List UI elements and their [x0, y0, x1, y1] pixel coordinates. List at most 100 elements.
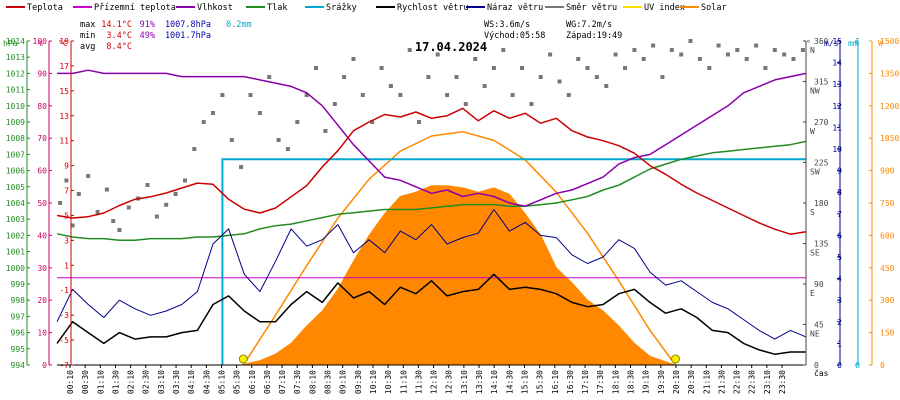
wind-direction-point: [126, 205, 131, 210]
direction-tick-label: 315: [814, 78, 829, 87]
wind-direction-point: [772, 48, 777, 52]
wind-direction-point: [370, 120, 375, 124]
temperature-tick-label: 17: [59, 62, 69, 71]
wind-direction-point: [445, 93, 450, 97]
wind-direction-point: [211, 111, 215, 115]
time-tick-label: 01:10: [96, 370, 105, 394]
wind-direction-point: [557, 79, 562, 84]
time-tick-label: 06:10: [248, 370, 257, 394]
precipitation-line: [221, 158, 806, 365]
time-tick-label: 04:10: [187, 370, 196, 394]
wind-direction-point: [623, 66, 627, 70]
wind-direction-point: [613, 52, 618, 57]
wind-direction-point: [417, 120, 421, 124]
pressure-tick-label: 998: [11, 296, 26, 305]
wind-direction-point: [782, 52, 787, 57]
stat-pressure: 1001.7hPa: [165, 31, 211, 41]
wind-direction-point: [117, 228, 122, 232]
wind-direction-point: [744, 57, 749, 61]
legend-label: Vlhkost: [197, 3, 233, 13]
direction-compass-label: N: [810, 46, 815, 55]
wind-direction-point: [70, 223, 75, 228]
solar-tick-label: 0: [880, 361, 885, 370]
legend-label: Náraz větru: [487, 3, 543, 13]
wind-direction-point: [201, 120, 206, 124]
time-tick-label: 07:30: [293, 370, 302, 394]
solar-tick-label: 1500: [880, 37, 899, 46]
pressure-tick-label: 1010: [6, 102, 25, 111]
stats-block: max 14.1°C 91% 1007.8hPa 0.2mm min 3.4°C 49% 100…: [80, 20, 252, 52]
time-tick-label: 06:30: [263, 370, 272, 394]
wind-direction-point: [435, 52, 440, 57]
time-tick-label: 07:10: [278, 370, 287, 394]
humidity-tick-label: 0: [42, 361, 47, 370]
solar-tick-label: 1200: [880, 102, 899, 111]
humidity-tick-label: 100: [33, 37, 48, 46]
wind-direction-point: [342, 75, 347, 79]
wind-direction-point: [594, 75, 599, 79]
rain-tick-label: 0: [855, 361, 860, 370]
wind-direction-point: [491, 66, 496, 70]
wind-direction-point: [192, 147, 197, 151]
time-tick-label: 15:10: [521, 370, 530, 394]
wind-tick-label: 1: [837, 339, 842, 348]
legend-label: Solar: [701, 3, 727, 13]
time-tick-label: 16:10: [551, 370, 560, 394]
legend-label: Tlak: [267, 3, 287, 13]
humidity-tick-label: 30: [37, 264, 47, 273]
time-tick-label: 04:30: [202, 370, 211, 394]
direction-tick-label: 270: [814, 118, 829, 127]
time-tick-label: 02:10: [127, 370, 136, 394]
time-tick-label: 17:10: [581, 370, 590, 394]
direction-compass-label: S: [810, 208, 815, 217]
temperature-tick-label: 9: [64, 162, 69, 171]
humidity-tick-label: 50: [37, 199, 47, 208]
time-tick-label: 23:30: [778, 370, 787, 394]
wind-direction-point: [482, 84, 487, 88]
time-tick-label: 19:30: [657, 370, 666, 394]
wind-tick-label: 7: [837, 210, 842, 219]
wind-tick-label: 5: [837, 253, 842, 262]
time-tick-label: 15:30: [536, 370, 545, 394]
wind-direction-point: [285, 147, 290, 151]
time-tick-label: 18:30: [627, 370, 636, 394]
wind-tick-label: 4: [837, 275, 842, 284]
wind-direction-point: [538, 75, 543, 79]
time-tick-label: 12:10: [430, 370, 439, 394]
pressure-tick-label: 994: [11, 361, 26, 370]
wind-direction-point: [763, 66, 768, 70]
pressure-line: [56, 140, 807, 242]
time-tick-label: 11:10: [399, 370, 408, 394]
mm-axis-header: mm: [848, 39, 858, 48]
wind-speed-info: WS:3.6m/s: [484, 20, 530, 30]
chart-title: 17.04.2024: [415, 40, 487, 54]
time-tick-label: 02:30: [142, 370, 151, 394]
wind-direction-point: [510, 93, 515, 97]
stat-temp: 3.4°C: [106, 31, 132, 41]
wind-direction-point: [183, 178, 187, 183]
stat-label: min: [80, 31, 95, 41]
wind-direction-point: [295, 120, 300, 124]
time-tick-label: 00:10: [66, 370, 75, 394]
time-tick-label: 10:30: [384, 370, 393, 394]
pressure-tick-label: 1012: [6, 69, 25, 78]
pressure-tick-label: 1005: [6, 183, 25, 192]
wind-direction-point: [407, 48, 412, 52]
direction-tick-label: 0: [814, 361, 819, 370]
wind-tick-label: 13: [832, 80, 842, 89]
pressure-tick-label: 1011: [6, 86, 25, 95]
humidity-tick-label: 20: [37, 296, 47, 305]
pressure-tick-label: 996: [11, 329, 26, 338]
pressure-tick-label: 1000: [6, 264, 25, 273]
wind-direction-point: [669, 48, 674, 52]
time-tick-label: 14:10: [490, 370, 499, 394]
wind-direction-point: [688, 39, 693, 43]
time-tick-label: 22:30: [748, 370, 757, 394]
solar-tick-label: 1050: [880, 134, 899, 143]
wind-tick-label: 3: [837, 296, 842, 305]
wind-direction-point: [566, 93, 571, 97]
temperature-tick-label: 5: [64, 211, 69, 220]
time-tick-label: 03:10: [157, 370, 166, 394]
wind-direction-point: [173, 192, 178, 196]
